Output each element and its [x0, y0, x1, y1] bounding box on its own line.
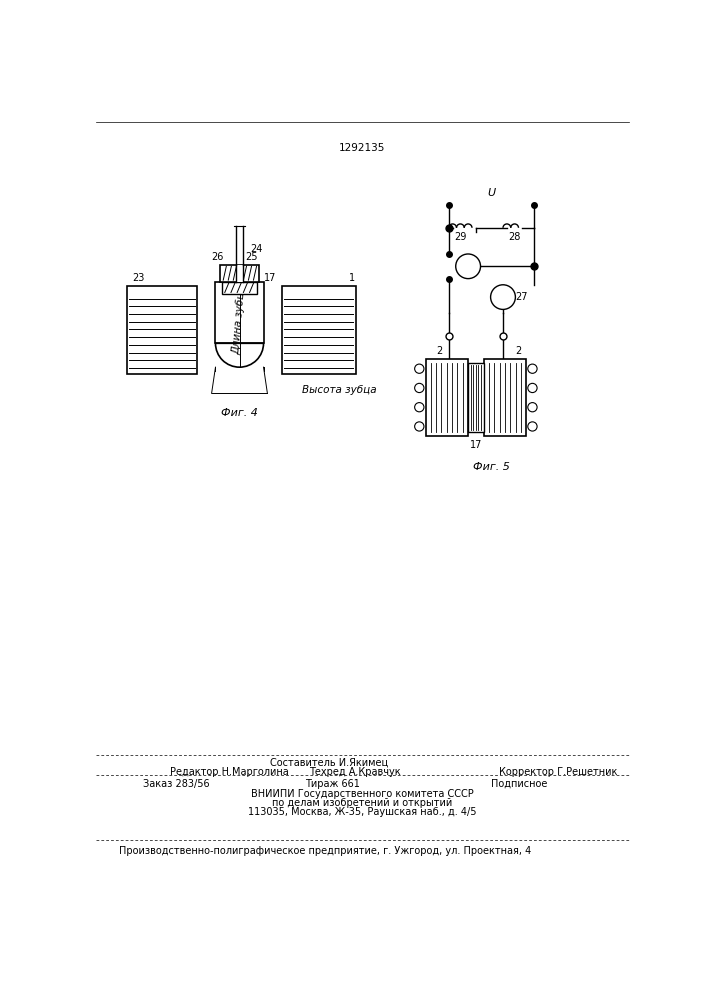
Circle shape: [491, 285, 515, 309]
Bar: [426, 359, 468, 436]
Bar: [127, 286, 197, 374]
Text: 1292135: 1292135: [339, 143, 385, 153]
Text: U: U: [487, 188, 496, 198]
Wedge shape: [216, 343, 264, 367]
Circle shape: [414, 403, 424, 412]
Text: 25: 25: [245, 252, 257, 262]
Circle shape: [528, 403, 537, 412]
Bar: [220, 265, 259, 282]
Text: 23: 23: [133, 273, 145, 283]
Text: 2: 2: [436, 346, 443, 356]
Text: Тираж 661: Тираж 661: [305, 779, 361, 789]
Bar: [282, 286, 356, 374]
Text: Составитель И.Якимец: Составитель И.Якимец: [269, 758, 387, 768]
Text: 17: 17: [469, 440, 482, 450]
Text: Фиг. 5: Фиг. 5: [473, 462, 510, 472]
Text: Высота зубца: Высота зубца: [301, 385, 376, 395]
Text: V: V: [464, 261, 472, 271]
Text: Длина зубца: Длина зубца: [231, 285, 247, 355]
Bar: [484, 359, 526, 436]
Bar: [216, 282, 264, 343]
Circle shape: [414, 422, 424, 431]
Text: Редактор Н.Марголина: Редактор Н.Марголина: [170, 767, 288, 777]
Bar: [235, 265, 243, 282]
Text: Заказ 283/56: Заказ 283/56: [143, 779, 209, 789]
Circle shape: [528, 364, 537, 373]
Text: 1: 1: [349, 273, 355, 283]
Text: Техред А.Кравчук: Техред А.Кравчук: [309, 767, 401, 777]
Circle shape: [528, 422, 537, 431]
Text: 113035, Москва, Ж-35, Раушская наб., д. 4/5: 113035, Москва, Ж-35, Раушская наб., д. …: [247, 807, 477, 817]
Bar: [468, 363, 484, 432]
Text: 27: 27: [515, 292, 528, 302]
Text: 24: 24: [250, 244, 263, 254]
Circle shape: [528, 383, 537, 393]
Text: 26: 26: [211, 252, 224, 262]
Circle shape: [414, 364, 424, 373]
Text: 28: 28: [508, 232, 521, 242]
Text: A: A: [499, 292, 507, 302]
Text: 17: 17: [264, 273, 276, 283]
Text: Подписное: Подписное: [491, 779, 548, 789]
Text: по делам изобретений и открытий: по делам изобретений и открытий: [271, 798, 452, 808]
Bar: [222, 282, 257, 294]
Text: Производственно-полиграфическое предприятие, г. Ужгород, ул. Проектная, 4: Производственно-полиграфическое предприя…: [119, 846, 532, 856]
Text: Корректор Г.Решетник: Корректор Г.Решетник: [499, 767, 617, 777]
Text: 2: 2: [515, 346, 522, 356]
Circle shape: [414, 383, 424, 393]
Text: Фиг. 4: Фиг. 4: [221, 408, 258, 418]
Circle shape: [456, 254, 481, 279]
Text: 29: 29: [454, 232, 467, 242]
Text: ВНИИПИ Государственного комитета СССР: ВНИИПИ Государственного комитета СССР: [250, 789, 473, 799]
